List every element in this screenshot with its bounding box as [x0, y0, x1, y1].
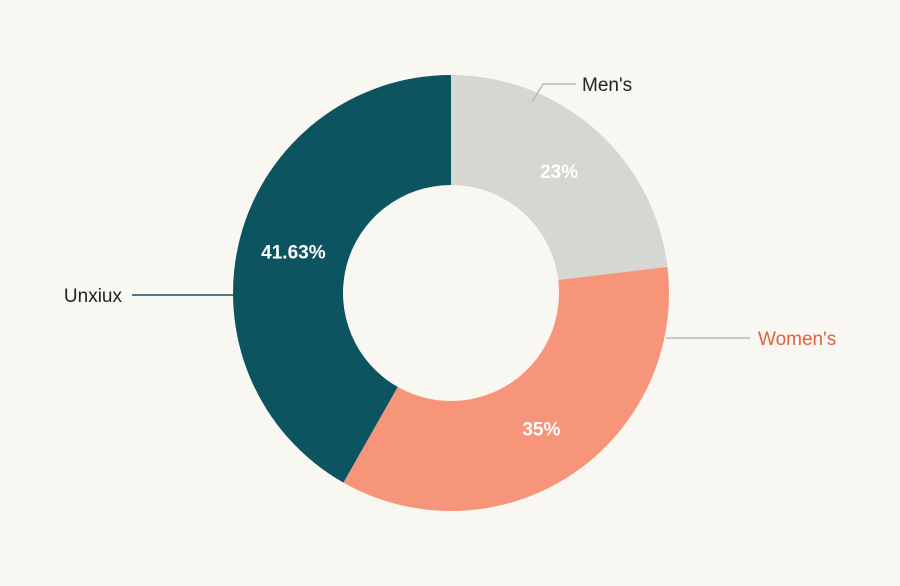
slice-unxiux — [232, 75, 451, 483]
category-label-women-s: Women's — [758, 329, 836, 350]
donut-callouts: Men's Women's Unxiux — [64, 75, 836, 350]
slice-men-s — [451, 75, 668, 281]
donut-value-labels: 23% 35% 41.63% — [261, 162, 578, 441]
donut-slices — [232, 75, 669, 511]
category-label-men-s: Men's — [582, 75, 632, 96]
value-label-unxiux: 41.63% — [261, 242, 326, 263]
value-label-women-s: 35% — [522, 420, 560, 441]
slice-women-s — [343, 266, 669, 511]
leader-line-men-s — [531, 83, 576, 103]
value-label-men-s: 23% — [540, 162, 578, 183]
category-label-unxiux: Unxiux — [64, 286, 123, 307]
